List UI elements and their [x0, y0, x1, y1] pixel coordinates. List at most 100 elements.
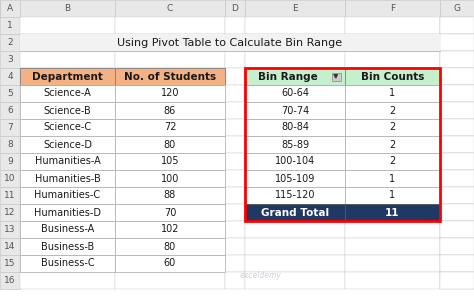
Bar: [245, 136, 345, 153]
Text: 105-109: 105-109: [275, 173, 315, 184]
Text: Science-B: Science-B: [44, 106, 91, 116]
Text: ▼: ▼: [334, 74, 338, 79]
Bar: [0, 68, 20, 85]
Bar: [345, 255, 440, 272]
Bar: [20, 170, 115, 187]
Bar: [225, 255, 245, 272]
Bar: [225, 68, 245, 85]
Bar: [440, 85, 474, 102]
Bar: [20, 34, 440, 51]
Bar: [332, 72, 341, 80]
Bar: [225, 238, 245, 255]
Text: 2: 2: [389, 140, 396, 149]
Bar: [20, 34, 115, 51]
Bar: [225, 272, 245, 289]
Text: 80: 80: [164, 140, 176, 149]
Text: 1: 1: [390, 173, 396, 184]
Bar: [345, 136, 440, 153]
Text: 60-64: 60-64: [281, 88, 309, 99]
Text: Humanities-D: Humanities-D: [34, 208, 101, 217]
Text: 6: 6: [7, 106, 13, 115]
Text: 70-74: 70-74: [281, 106, 309, 116]
Text: A: A: [7, 4, 13, 13]
Bar: [20, 85, 115, 102]
Bar: [245, 187, 345, 204]
Text: Humanities-A: Humanities-A: [35, 156, 100, 167]
Bar: [345, 204, 440, 221]
Bar: [225, 0, 245, 17]
Bar: [0, 85, 20, 102]
Bar: [225, 187, 245, 204]
Text: 13: 13: [4, 225, 16, 234]
Text: exceldemy: exceldemy: [240, 271, 282, 280]
Text: Science-C: Science-C: [44, 123, 91, 132]
Bar: [115, 272, 225, 289]
Bar: [345, 119, 440, 136]
Bar: [440, 170, 474, 187]
Text: ▼: ▼: [333, 74, 338, 79]
Bar: [245, 136, 345, 153]
Bar: [20, 136, 115, 153]
Bar: [115, 255, 225, 272]
Bar: [245, 51, 345, 68]
Text: Using Pivot Table to Calculate Bin Range: Using Pivot Table to Calculate Bin Range: [118, 38, 343, 47]
Bar: [115, 51, 225, 68]
Bar: [0, 170, 20, 187]
Bar: [345, 102, 440, 119]
Text: 12: 12: [4, 208, 16, 217]
Text: 11: 11: [385, 208, 400, 217]
Bar: [0, 17, 20, 34]
Bar: [345, 170, 440, 187]
Bar: [20, 102, 115, 119]
Bar: [345, 221, 440, 238]
Bar: [440, 68, 474, 85]
Bar: [345, 34, 440, 51]
Text: 15: 15: [4, 259, 16, 268]
Bar: [245, 85, 345, 102]
Bar: [440, 187, 474, 204]
Bar: [345, 102, 440, 119]
Bar: [115, 238, 225, 255]
Bar: [245, 119, 345, 136]
Text: 8: 8: [7, 140, 13, 149]
Text: No. of Students: No. of Students: [124, 71, 216, 82]
Text: Department: Department: [32, 71, 103, 82]
Bar: [440, 272, 474, 289]
Text: 72: 72: [164, 123, 176, 132]
Bar: [20, 204, 115, 221]
Bar: [245, 34, 345, 51]
Bar: [20, 136, 115, 153]
Text: 100-104: 100-104: [275, 156, 315, 167]
Text: 120: 120: [161, 88, 179, 99]
Bar: [245, 153, 345, 170]
Bar: [0, 0, 20, 17]
Bar: [0, 51, 20, 68]
Text: 1: 1: [390, 88, 396, 99]
Text: E: E: [292, 4, 298, 13]
Bar: [440, 238, 474, 255]
Text: D: D: [232, 4, 238, 13]
Text: 102: 102: [161, 225, 179, 234]
Bar: [245, 238, 345, 255]
Bar: [115, 34, 225, 51]
Bar: [115, 68, 225, 85]
Bar: [440, 51, 474, 68]
Text: 11: 11: [4, 191, 16, 200]
Text: 100: 100: [161, 173, 179, 184]
Bar: [345, 68, 440, 85]
Text: 1: 1: [7, 21, 13, 30]
Bar: [345, 272, 440, 289]
Bar: [440, 34, 474, 51]
Bar: [245, 255, 345, 272]
Bar: [225, 221, 245, 238]
Text: 60: 60: [164, 258, 176, 269]
Bar: [20, 204, 115, 221]
Bar: [115, 255, 225, 272]
Text: 80: 80: [164, 241, 176, 252]
Bar: [245, 170, 345, 187]
Bar: [20, 187, 115, 204]
Bar: [345, 153, 440, 170]
Bar: [440, 187, 474, 204]
Bar: [20, 272, 115, 289]
Bar: [440, 17, 474, 34]
